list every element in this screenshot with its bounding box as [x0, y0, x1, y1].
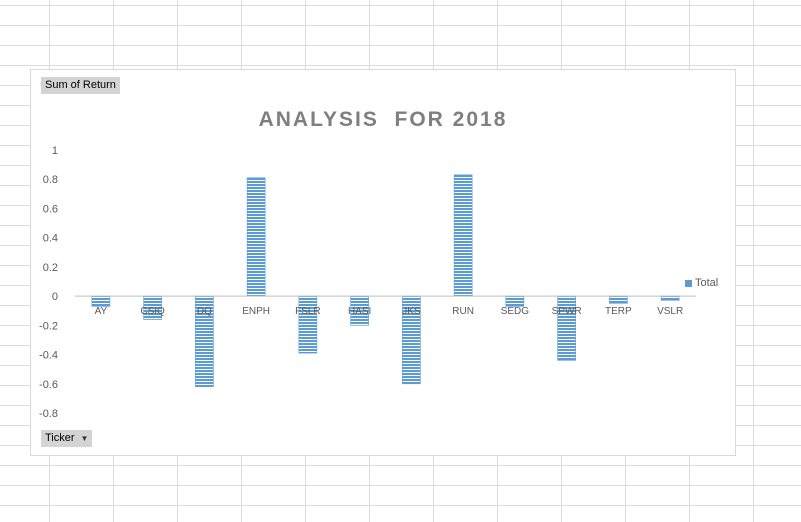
y-tick-label: -0.2 [39, 320, 58, 332]
legend-label: Total [695, 277, 719, 289]
y-tick-label: -0.4 [39, 350, 58, 362]
y-tick-label: -0.6 [39, 379, 58, 391]
value-field-label: Sum of Return [45, 79, 116, 91]
bar-sedg[interactable] [505, 295, 525, 307]
x-tick-label: SEDG [501, 306, 530, 317]
pivot-chart[interactable]: Sum of Return ANALYSIS FOR 2018 1 0.8 0.6 0… [30, 69, 736, 456]
ticker-field-button[interactable]: Ticker ▼ [41, 430, 93, 447]
y-tick-label: 1 [52, 145, 58, 157]
bar-vslr[interactable] [660, 295, 680, 301]
plot-area: 1 0.8 0.6 0.4 0.2 0 -0.2 -0.4 -0.6 -0.8 AY CSIQ DQ E… [39, 145, 696, 420]
legend[interactable]: Total [685, 277, 718, 289]
x-tick-label: DQ [197, 306, 212, 317]
x-tick-label: JKS [402, 306, 421, 317]
bars-group [91, 174, 680, 388]
bar-ay[interactable] [91, 295, 111, 307]
x-tick-label: ENPH [242, 306, 270, 317]
x-tick-label: CSIQ [140, 306, 165, 317]
y-tick-label: -0.8 [39, 408, 58, 420]
x-tick-label: AY [95, 306, 108, 317]
y-axis-ticks: 1 0.8 0.6 0.4 0.2 0 -0.2 -0.4 -0.6 -0.8 [39, 145, 58, 420]
bar-fslr[interactable] [298, 295, 318, 354]
x-tick-label: TERP [605, 306, 632, 317]
x-tick-label: HASI [348, 306, 371, 317]
x-tick-label: SPWR [552, 306, 582, 317]
bar-terp[interactable] [609, 295, 628, 304]
x-tick-label: FSLR [295, 306, 321, 317]
chart-title: ANALYSIS FOR 2018 [258, 108, 508, 131]
y-tick-label: 0 [52, 291, 58, 303]
y-tick-label: 0.8 [43, 174, 58, 186]
value-field-button[interactable]: Sum of Return [41, 77, 120, 94]
y-tick-label: 0.4 [43, 233, 58, 245]
dropdown-arrow-icon[interactable]: ▼ [80, 434, 89, 443]
x-tick-label: RUN [452, 306, 474, 317]
legend-swatch [685, 279, 692, 287]
x-axis-ticks: AY CSIQ DQ ENPH FSLR HASI JKS RUN SEDG SPWR TERP VS… [95, 306, 684, 317]
y-tick-label: 0.2 [43, 262, 58, 274]
bar-enph[interactable] [246, 177, 266, 297]
bar-run[interactable] [453, 174, 473, 297]
y-tick-label: 0.6 [43, 203, 58, 215]
ticker-field-label: Ticker [45, 432, 75, 444]
x-tick-label: VSLR [657, 306, 683, 317]
